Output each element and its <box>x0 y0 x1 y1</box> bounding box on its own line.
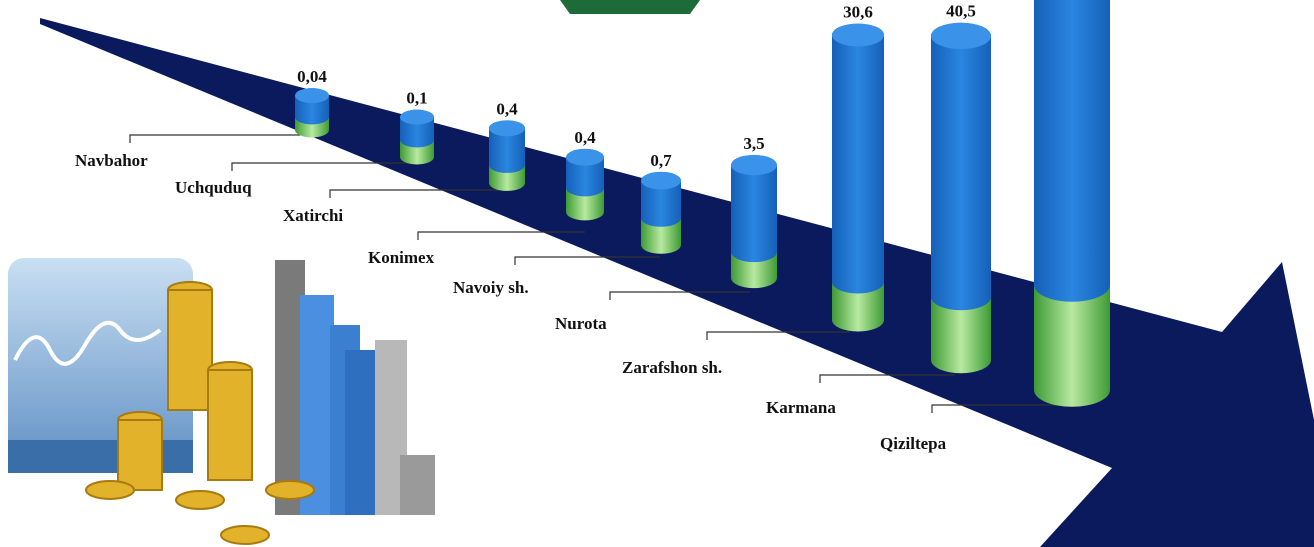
leader-line <box>417 231 585 240</box>
clipart-column <box>300 295 334 515</box>
coin-stack <box>207 369 253 481</box>
top-decoration <box>560 0 700 14</box>
coin-stack <box>167 289 213 411</box>
coin <box>220 525 270 545</box>
cylinder-top <box>641 171 681 190</box>
category-label: Karmana <box>766 398 836 417</box>
leader-line <box>231 162 410 171</box>
cylinder-base <box>1034 268 1110 407</box>
value-label: 0,1 <box>406 89 427 108</box>
arrow <box>40 18 1314 547</box>
value-label: 30,6 <box>843 3 873 22</box>
category-label: Xatirchi <box>283 206 343 225</box>
value-label: 0,4 <box>496 99 518 118</box>
cylinder <box>931 22 991 311</box>
cylinder <box>731 154 777 263</box>
category-label: Nurota <box>555 314 607 333</box>
cylinder-top <box>489 120 525 137</box>
clipart-line <box>13 320 162 366</box>
value-label: 0,4 <box>574 128 596 147</box>
clipart-column <box>400 455 435 515</box>
leader-line <box>129 134 300 143</box>
clipart-column <box>345 350 375 515</box>
value-label: 0,04 <box>297 67 327 86</box>
cylinder-top <box>731 154 777 176</box>
category-label: Uchquduq <box>175 178 252 197</box>
category-label: Konimex <box>368 248 435 267</box>
category-label: Zarafshon sh. <box>622 358 722 377</box>
coin <box>175 490 225 510</box>
coin <box>85 480 135 500</box>
category-label: Navoiy sh. <box>453 278 529 297</box>
cylinder-top <box>295 88 329 104</box>
cylinder-top <box>400 109 434 125</box>
cylinder-top <box>832 23 884 47</box>
coin-stack <box>117 419 163 491</box>
value-label: 0,7 <box>650 151 672 170</box>
leader-line <box>931 404 1065 413</box>
leader-line <box>329 189 500 198</box>
category-label: Navbahor <box>75 151 148 170</box>
clipart <box>8 258 435 545</box>
leader-line <box>609 291 750 300</box>
coin <box>265 480 315 500</box>
leader-line <box>514 256 660 265</box>
value-label: 3,5 <box>743 134 764 153</box>
leader-line <box>706 331 850 340</box>
cylinder <box>1034 0 1110 302</box>
clipart-bar <box>8 440 193 473</box>
value-label: 40,5 <box>946 2 976 21</box>
cylinder-top <box>566 148 604 166</box>
cylinder <box>832 23 884 294</box>
cylinder-top <box>931 22 991 50</box>
leader-line <box>819 374 955 383</box>
category-label: Qiziltepa <box>880 434 947 453</box>
